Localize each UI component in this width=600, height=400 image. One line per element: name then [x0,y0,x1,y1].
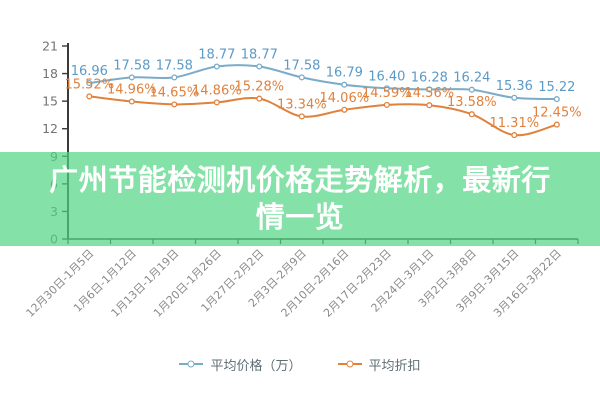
legend-item-avg-discount[interactable]: 平均折扣 [337,355,421,374]
svg-text:17.58: 17.58 [156,58,193,73]
svg-text:15.52%: 15.52% [65,77,115,92]
svg-text:12: 12 [42,121,58,136]
svg-text:14.86%: 14.86% [192,83,242,98]
svg-text:13.58%: 13.58% [447,95,497,110]
svg-text:16.79: 16.79 [326,66,363,81]
svg-text:14.59%: 14.59% [362,86,412,101]
page-title: 广州节能检测机价格走势解析，最新行情一览 [49,163,551,234]
legend-label-avg-price: 平均价格（万） [210,358,302,374]
svg-text:16.96: 16.96 [71,64,108,79]
svg-text:16.24: 16.24 [453,71,490,86]
svg-text:16.28: 16.28 [411,70,448,85]
svg-text:15.36: 15.36 [496,79,533,94]
legend-label-avg-discount: 平均折扣 [368,358,421,374]
svg-text:11.31%: 11.31% [490,116,540,131]
title-banner: 广州节能检测机价格走势解析，最新行情一览 [0,152,600,246]
line-series-marker-icon [337,360,362,368]
svg-text:16.40: 16.40 [368,69,405,84]
chart-legend: 平均价格（万） 平均折扣 [0,352,600,376]
svg-text:18.77: 18.77 [241,48,278,63]
svg-text:18.77: 18.77 [198,48,235,63]
svg-text:18: 18 [42,66,58,81]
svg-text:17.58: 17.58 [113,58,150,73]
svg-text:14.56%: 14.56% [405,86,455,101]
svg-text:14.06%: 14.06% [320,91,370,106]
svg-text:15.28%: 15.28% [235,80,285,95]
svg-text:15: 15 [42,94,58,109]
svg-text:17.58: 17.58 [283,58,320,73]
svg-text:12.45%: 12.45% [532,106,582,121]
svg-text:13.34%: 13.34% [277,97,327,112]
svg-text:14.96%: 14.96% [107,83,157,98]
legend-item-avg-price[interactable]: 平均价格（万） [179,355,302,374]
line-series-marker-icon [179,360,204,368]
svg-text:15.22: 15.22 [538,80,575,95]
svg-text:14.65%: 14.65% [150,85,200,100]
svg-text:21: 21 [42,39,58,54]
